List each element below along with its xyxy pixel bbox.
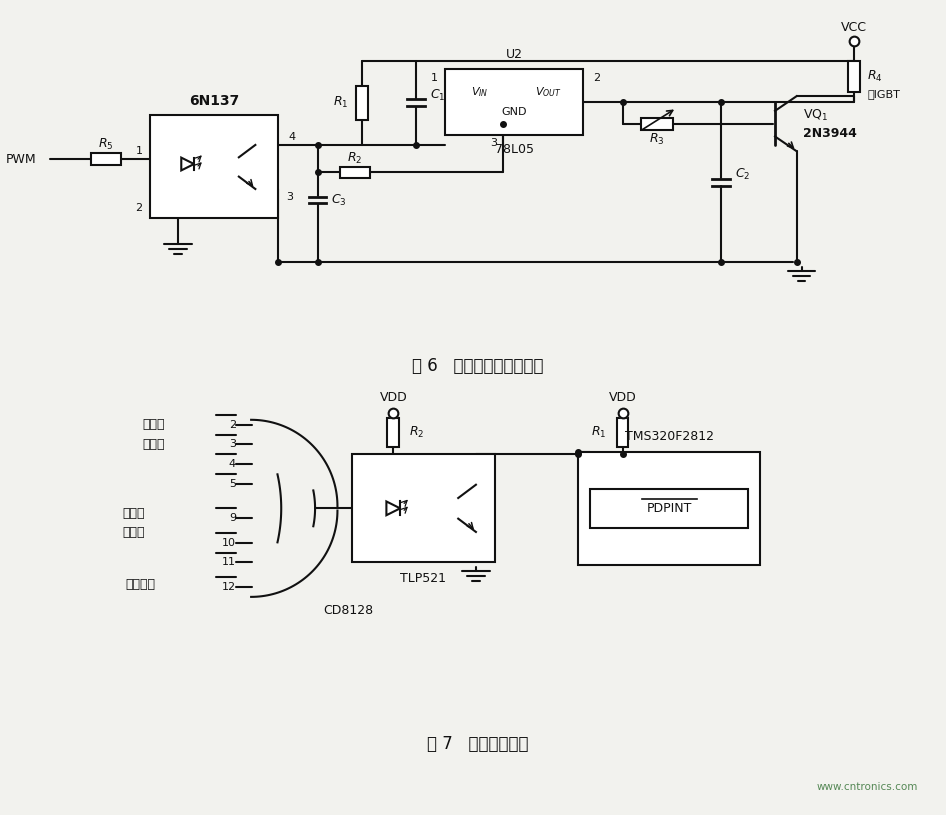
Text: 5: 5 [229,478,236,489]
Text: 6N137: 6N137 [189,94,239,108]
Text: $V_{IN}$: $V_{IN}$ [471,86,488,99]
Bar [150,115,278,218]
Text: VDD: VDD [608,390,637,403]
Bar [356,86,368,120]
Text: 2: 2 [593,73,600,83]
Text: 去IGBT: 去IGBT [867,89,901,99]
Text: 障信号: 障信号 [123,526,146,540]
Text: 3: 3 [490,139,498,148]
Text: $V_{OUT}$: $V_{OUT}$ [535,86,562,99]
Bar [578,452,761,565]
Bar [91,153,121,165]
Bar [641,118,673,130]
Text: 过电压: 过电压 [143,418,165,431]
Text: 2N3944: 2N3944 [802,127,856,140]
Text: 9: 9 [229,513,236,523]
Text: GND: GND [501,107,527,117]
Text: PDPINT: PDPINT [646,502,692,515]
Text: 过电流: 过电流 [143,438,165,451]
Text: $R_4$: $R_4$ [867,69,884,84]
Text: $C_1$: $C_1$ [429,87,446,103]
Bar [341,166,370,178]
Text: 1: 1 [135,146,143,156]
Text: 12: 12 [221,582,236,592]
Text: $C_3$: $C_3$ [331,192,347,208]
Text: $R_2$: $R_2$ [347,151,362,166]
Text: VDD: VDD [379,390,407,403]
Bar [848,60,860,92]
Text: 3: 3 [286,192,293,202]
Text: VQ$_1$: VQ$_1$ [802,108,828,123]
Bar [617,418,628,447]
Bar [352,454,495,562]
Text: 11: 11 [222,557,236,567]
Text: U2: U2 [506,48,523,61]
Text: 各种故: 各种故 [123,507,146,520]
Text: $R_1$: $R_1$ [333,95,348,110]
Text: 1: 1 [430,73,438,83]
Text: $R_2$: $R_2$ [409,425,425,440]
Text: www.cntronics.com: www.cntronics.com [816,782,918,791]
Text: $R_1$: $R_1$ [591,425,606,440]
Text: $R_3$: $R_3$ [649,132,665,147]
Text: 4: 4 [288,132,295,142]
Bar [387,418,399,447]
Text: 78L05: 78L05 [495,143,534,156]
Text: 10: 10 [222,538,236,548]
Text: 图 6   光电隔离的驱动回路: 图 6 光电隔离的驱动回路 [412,357,544,375]
Bar [590,489,748,528]
Text: 4: 4 [229,459,236,469]
Text: $R_5$: $R_5$ [98,137,114,152]
Text: 2: 2 [135,203,143,214]
Text: TMS320F2812: TMS320F2812 [624,430,713,443]
Text: 3: 3 [229,439,236,449]
Text: VCC: VCC [841,20,867,33]
Bar [446,68,583,135]
Text: CD8128: CD8128 [323,604,373,617]
Text: 电机过热: 电机过热 [125,578,155,591]
Text: TLP521: TLP521 [400,571,447,584]
Text: $C_2$: $C_2$ [735,167,750,182]
Text: 2: 2 [229,420,236,430]
Text: PWM: PWM [6,152,36,165]
Text: 图 7   故障保护电路: 图 7 故障保护电路 [428,735,529,753]
